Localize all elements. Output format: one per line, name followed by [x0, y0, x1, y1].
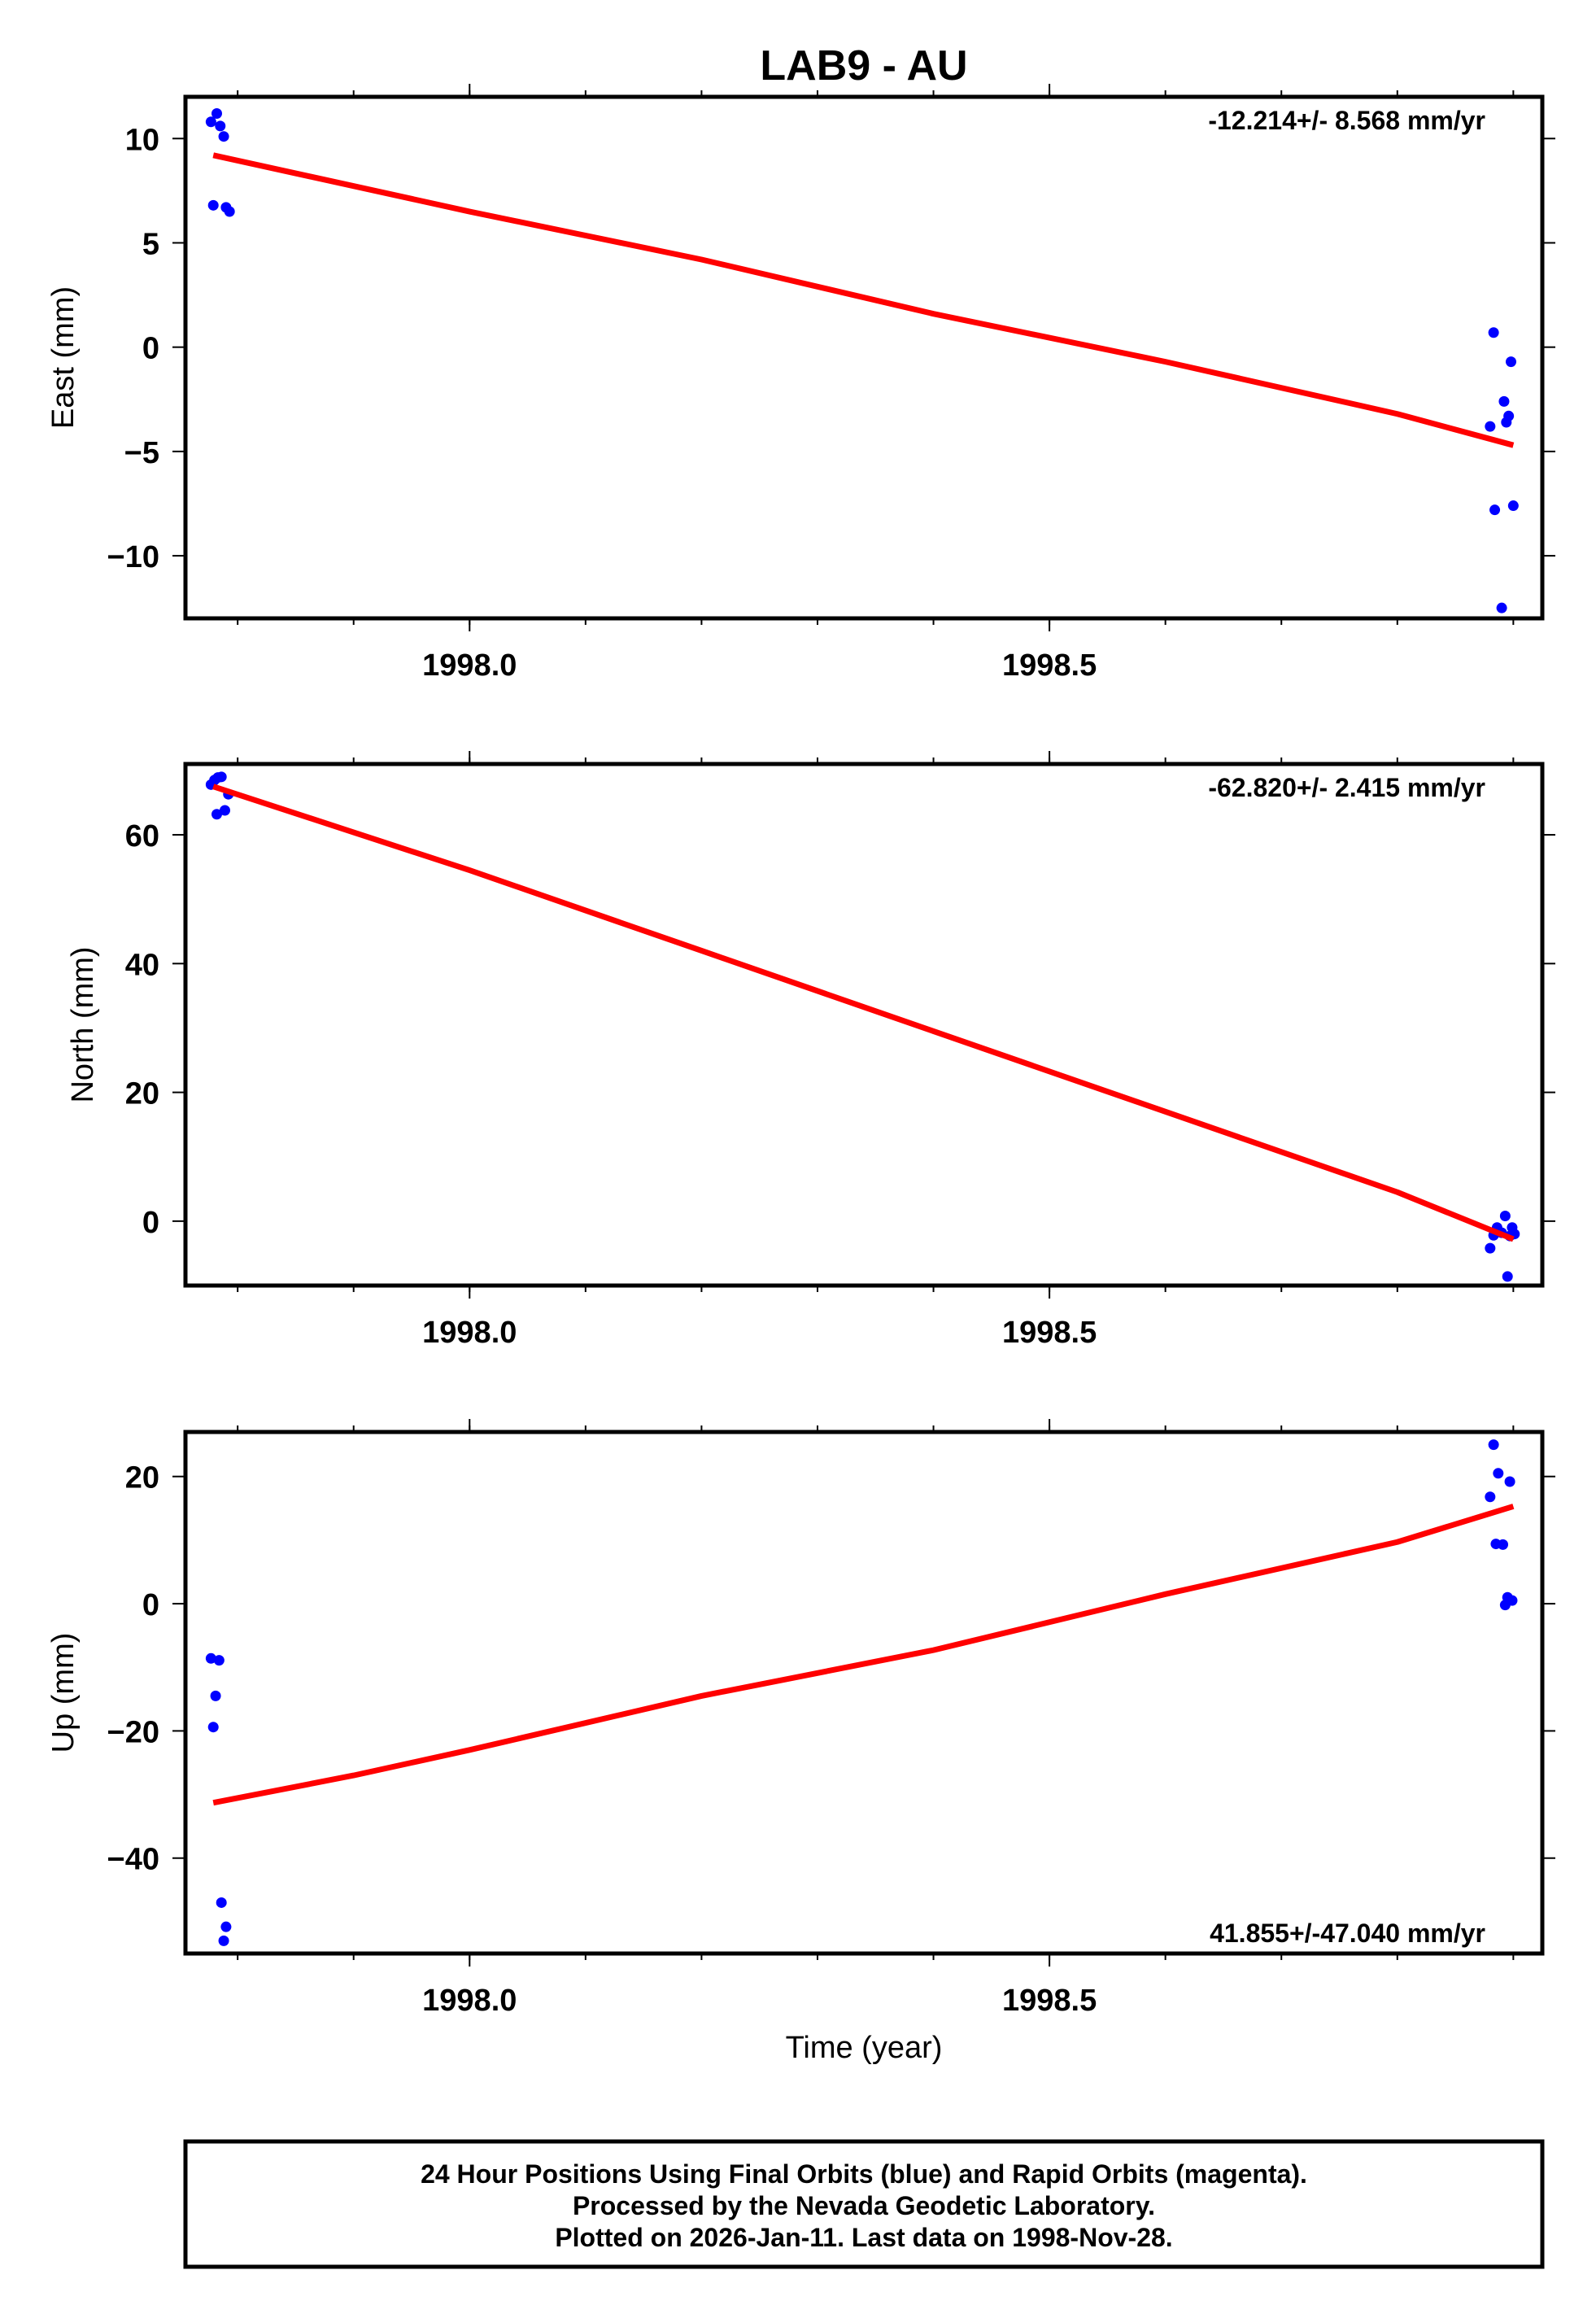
- north-data-point: [1499, 1211, 1511, 1222]
- north-data-point: [1485, 1242, 1496, 1254]
- east-data-point: [1506, 356, 1517, 368]
- east-data-point: [1488, 327, 1499, 338]
- north-y-tick-label: 60: [125, 819, 159, 853]
- up-data-point: [1507, 1595, 1518, 1606]
- up-y-tick-label: 20: [125, 1461, 159, 1495]
- east-data-point: [205, 116, 216, 128]
- up-data-point: [1504, 1476, 1515, 1487]
- north-x-tick-label: 1998.0: [422, 1316, 517, 1350]
- north-data-point: [211, 809, 222, 820]
- east-x-tick-label: 1998.0: [422, 648, 517, 683]
- north-panel: 1998.0 1998.5 60 40 20 0 North (mm) -62.820+/- …: [66, 751, 1555, 1350]
- up-trend-line: [212, 1504, 1515, 1806]
- north-y-tick-label: 0: [142, 1206, 159, 1240]
- up-x-axis-label: Time (year): [786, 2031, 943, 2065]
- east-data-point: [1496, 602, 1507, 613]
- north-y-tick-label: 20: [125, 1077, 159, 1111]
- east-rate-label: -12.214+/- 8.568 mm/yr: [1208, 106, 1485, 135]
- up-panel: 1998.0 1998.5 20 0 −20 −40 Up (mm) Time (year) 4…: [46, 1419, 1555, 2065]
- up-data-point: [1485, 1491, 1496, 1503]
- footer-line-1: 24 Hour Positions Using Final Orbits (bl…: [421, 2159, 1307, 2189]
- up-plot-frame: [183, 1430, 1545, 1956]
- up-data-point: [218, 1935, 229, 1946]
- north-plot-frame: [183, 762, 1545, 1288]
- up-x-tick-label: 1998.0: [422, 1984, 517, 2018]
- north-data-point: [1502, 1271, 1513, 1282]
- east-y-tick-label: −5: [124, 436, 159, 470]
- up-y-tick-label: −20: [107, 1715, 159, 1749]
- east-panel: 1998.0 1998.5 10 5 0 −5 −10 East (mm) -12.214+/-…: [46, 84, 1555, 683]
- north-data-point: [216, 771, 227, 783]
- up-x-tick-label: 1998.5: [1002, 1984, 1097, 2018]
- east-data-point: [1489, 504, 1501, 516]
- up-data-point: [220, 1921, 232, 1932]
- east-data-point: [1498, 395, 1510, 407]
- east-x-tick-label: 1998.5: [1002, 648, 1097, 683]
- east-y-tick-label: 0: [142, 332, 159, 366]
- east-trend-line: [212, 152, 1515, 448]
- up-data-point: [1488, 1439, 1499, 1451]
- up-rate-label: 41.855+/-47.040 mm/yr: [1210, 1919, 1485, 1948]
- east-data-point: [224, 206, 235, 217]
- footer-border: [183, 2139, 1545, 2269]
- up-y-tick-label: −40: [107, 1843, 159, 1877]
- north-rate-label: -62.820+/- 2.415 mm/yr: [1208, 773, 1485, 802]
- east-y-tick-label: −10: [107, 540, 159, 574]
- up-data-point: [216, 1897, 227, 1908]
- up-data-point: [213, 1655, 225, 1666]
- up-data-point: [1498, 1539, 1509, 1550]
- east-data-point: [207, 199, 219, 211]
- east-data-point: [215, 120, 226, 132]
- footer-box: 24 Hour Positions Using Final Orbits (bl…: [183, 2139, 1545, 2269]
- up-data-point: [1493, 1468, 1504, 1479]
- east-data-point: [1507, 500, 1519, 512]
- east-y-tick-label: 10: [125, 123, 159, 157]
- east-data-point: [1485, 421, 1496, 432]
- east-data-point: [211, 108, 222, 120]
- east-data-point: [218, 131, 229, 142]
- footer-line-3: Plotted on 2026-Jan-11. Last data on 199…: [555, 2223, 1172, 2252]
- east-data-point: [1503, 410, 1515, 421]
- east-y-tick-label: 5: [142, 227, 159, 261]
- up-y-tick-label: 0: [142, 1588, 159, 1622]
- north-x-tick-label: 1998.5: [1002, 1316, 1097, 1350]
- up-data-point: [207, 1722, 219, 1733]
- north-data-point: [219, 805, 230, 816]
- east-y-axis-label: East (mm): [46, 286, 81, 429]
- up-y-axis-label: Up (mm): [46, 1633, 81, 1753]
- north-trend-line: [212, 784, 1515, 1242]
- up-data-point: [205, 1652, 216, 1664]
- up-data-point: [210, 1690, 221, 1701]
- north-y-tick-label: 40: [125, 948, 159, 982]
- footer-line-2: Processed by the Nevada Geodetic Laborat…: [573, 2191, 1155, 2220]
- north-y-axis-label: North (mm): [66, 946, 100, 1102]
- figure-title: LAB9 - AU: [760, 42, 967, 89]
- east-plot-frame: [183, 94, 1545, 621]
